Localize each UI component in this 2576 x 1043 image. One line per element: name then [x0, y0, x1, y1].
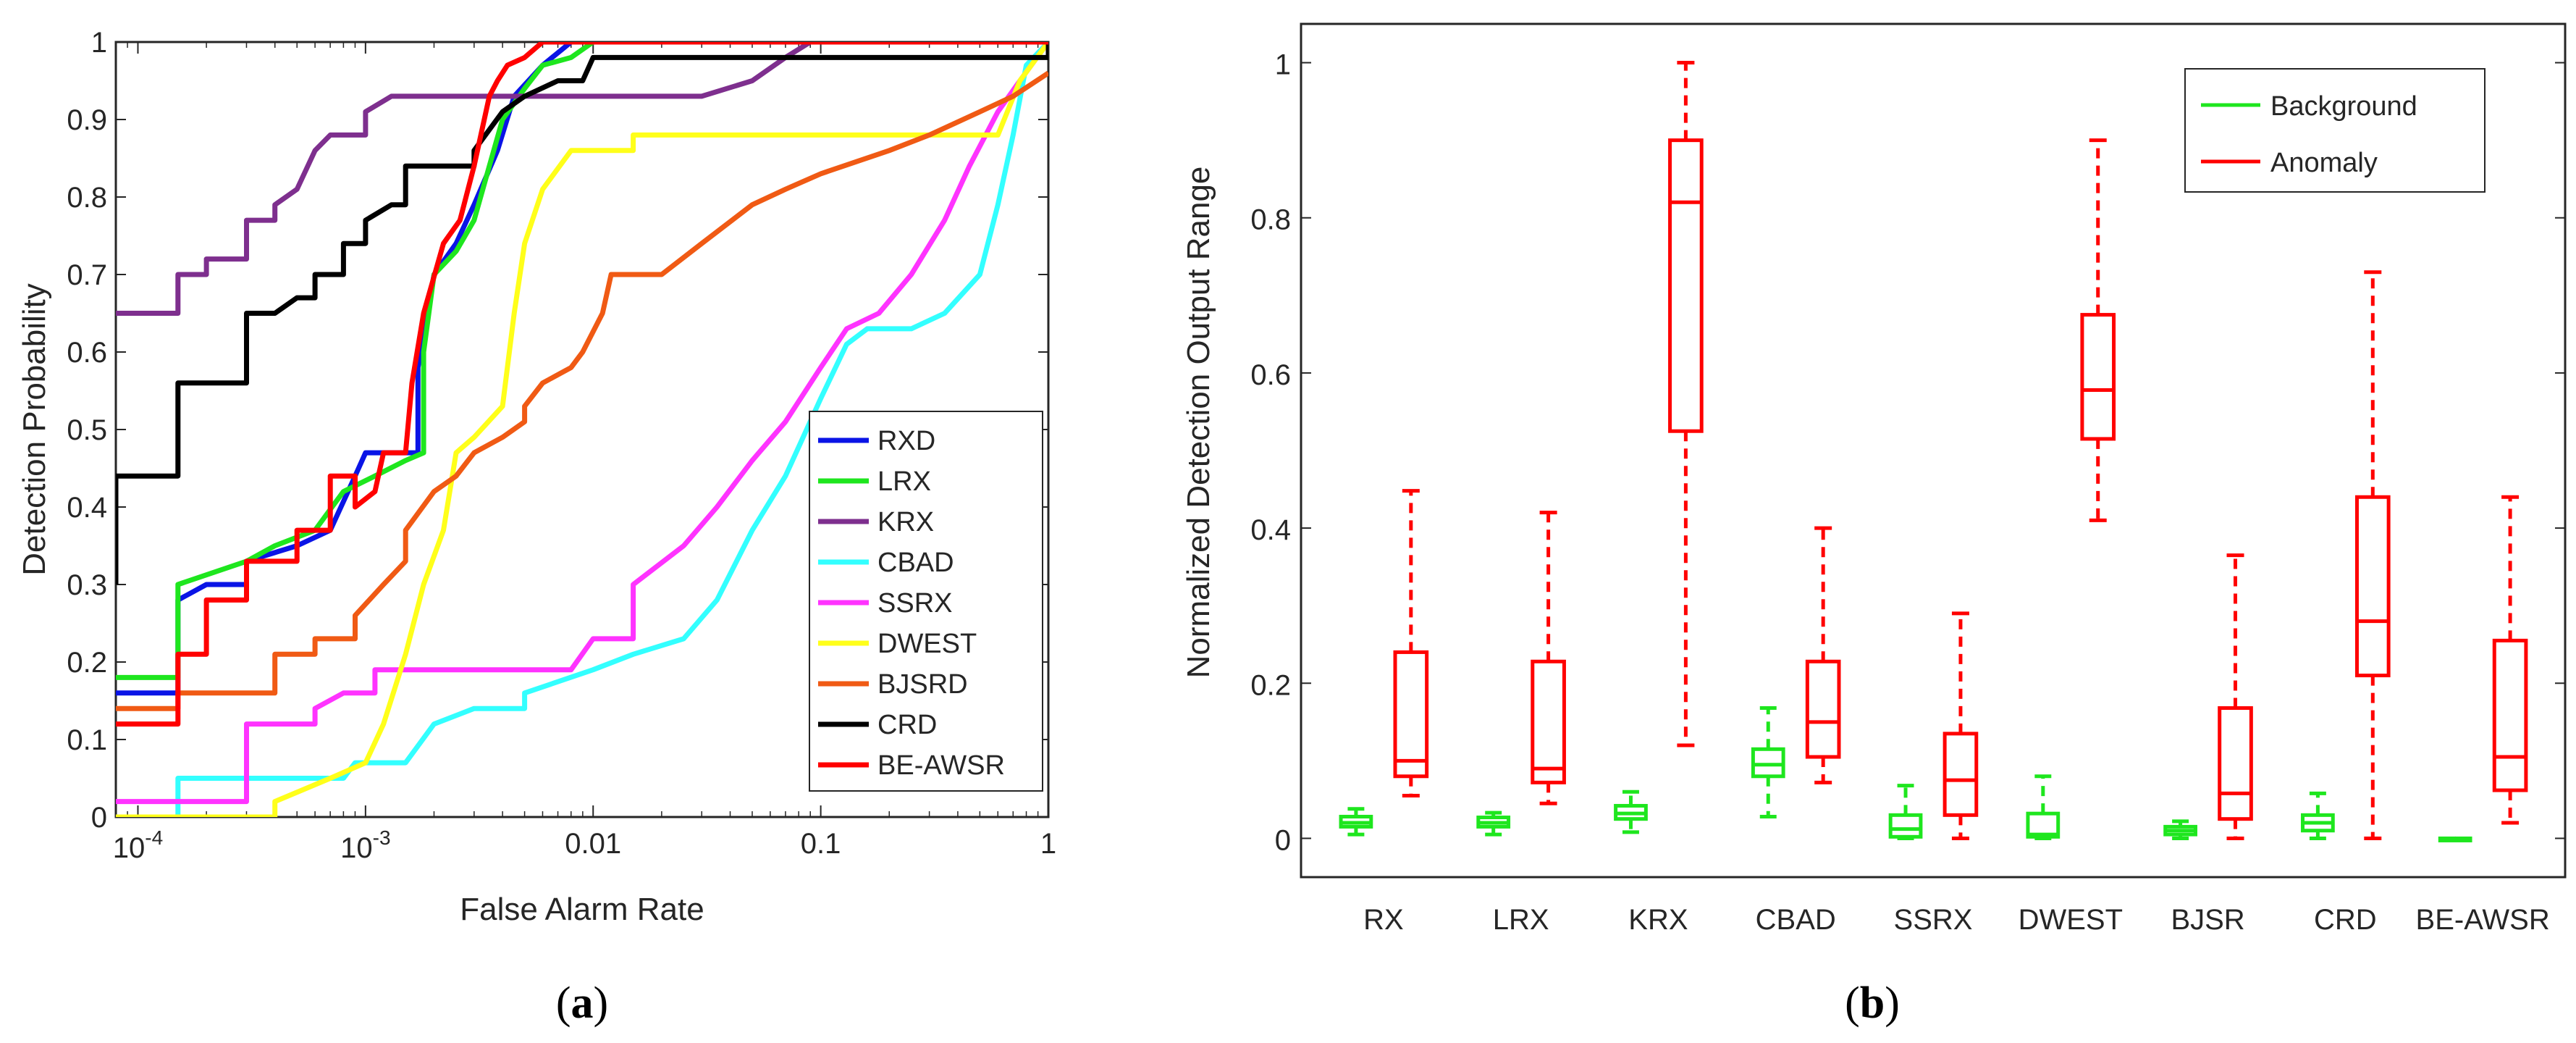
panel-b-ytick-label: 0 — [1275, 824, 1291, 856]
panel-a-chart: 0 0.1 0.2 0.3 0.4 0.5 0.6 0.7 0.8 0.9 1 10-4 10-3 0.0… — [17, 27, 1056, 1028]
panel-a-ytick-label: 0.8 — [67, 182, 107, 214]
roc-line-ssrx — [116, 42, 1048, 805]
box-iqr — [1751, 747, 1785, 779]
panel-a-ticks: 0 0.1 0.2 0.3 0.4 0.5 0.6 0.7 0.8 0.9 1 10-4 10-3 0.0… — [67, 27, 1056, 864]
panel-b-category-label: CRD — [2314, 904, 2377, 936]
box-anomaly-cbad — [1805, 526, 1841, 784]
box-iqr — [1393, 650, 1429, 779]
box-anomaly-crd — [2354, 270, 2391, 840]
box-iqr — [1805, 659, 1841, 759]
panel-b-ticks: 0 0.2 0.4 0.6 0.8 1 — [1250, 49, 2565, 856]
panel-b-ytick-label: 1 — [1275, 49, 1291, 81]
legend-label-cbad: CBAD — [877, 548, 954, 578]
box-anomaly-lrx — [1531, 511, 1566, 805]
panel-a-ytick-label: 0 — [91, 802, 107, 834]
panel-a-xtick-label: 0.01 — [565, 828, 621, 860]
panel-b-category-label: SSRX — [1894, 904, 1973, 936]
legend-label-be-awsr: BE-AWSR — [877, 750, 1005, 781]
box-iqr — [2026, 811, 2061, 839]
panel-b-label: (b) — [1845, 979, 1900, 1028]
panel-b-boxes: RX LRX KRX CBAD SSRX DWEST BJSR CRD BE-AWSR — [1339, 61, 2550, 936]
panel-a-ytick-label: 0.4 — [67, 492, 107, 524]
box-anomaly-be-awsr — [2492, 495, 2528, 825]
panel-a-ytick-label: 0.5 — [67, 414, 107, 446]
legend-label-ssrx: SSRX — [877, 588, 952, 619]
box-background-be-awsr — [2438, 836, 2472, 842]
panel-a-xtick-label: 0.1 — [801, 828, 841, 860]
box-anomaly-bjsr — [2218, 553, 2253, 840]
box-background-krx — [1614, 789, 1648, 834]
legend-label-dwest: DWEST — [877, 629, 977, 659]
panel-b-legend-box — [2184, 68, 2485, 193]
panel-b-category-label: RX — [1363, 904, 1404, 936]
box-background-bjsr — [2163, 819, 2197, 840]
box-iqr — [2354, 495, 2391, 678]
panel-a-lines — [116, 42, 1048, 817]
legend-label-krx: KRX — [877, 507, 934, 537]
box-iqr — [1942, 732, 1979, 817]
panel-b-ytick-label: 0.6 — [1250, 359, 1291, 391]
panel-a-xtick-label: 10-4 — [113, 826, 163, 864]
box-iqr — [1888, 813, 1923, 839]
panel-b-category-label: BE-AWSR — [2416, 904, 2550, 936]
panel-a-xlabel: False Alarm Rate — [460, 892, 704, 927]
panel-a-ytick-label: 0.9 — [67, 104, 107, 136]
panel-a-ytick-label: 1 — [91, 27, 107, 59]
panel-b-chart: 0 0.2 0.4 0.6 0.8 1 RX LRX KRX CBAD SSRX DWEST BJSR… — [1181, 22, 2567, 1028]
legend-label-lrx: LRX — [877, 466, 931, 497]
box-background-dwest — [2026, 774, 2061, 840]
box-iqr — [1668, 138, 1704, 433]
roc-line-krx — [116, 42, 1048, 316]
panel-a-xtick-label: 1 — [1040, 828, 1056, 860]
panel-b-category-label: DWEST — [2019, 904, 2123, 936]
legend-label-bjsrd: BJSRD — [877, 669, 968, 700]
roc-line-lrx — [116, 42, 1048, 680]
panel-b-ylabel: Normalized Detection Output Range — [1181, 167, 1216, 679]
legend-label-crd: CRD — [877, 710, 937, 740]
roc-line-crd — [116, 42, 1048, 585]
box-iqr — [2492, 638, 2528, 792]
legend-label-background: Background — [2270, 91, 2417, 122]
panel-a-letter: a — [571, 979, 594, 1028]
panel-b-ytick-label: 0.4 — [1250, 514, 1291, 546]
box-iqr — [2080, 313, 2116, 441]
box-iqr — [2218, 706, 2253, 821]
panel-b-letter: b — [1860, 979, 1885, 1028]
panel-a-xtick-label: 10-3 — [340, 826, 390, 864]
panel-a-ylabel: Detection Probability — [17, 283, 52, 576]
roc-line-be-awsr — [116, 42, 1048, 727]
panel-a-ytick-label: 0.1 — [67, 724, 107, 756]
panel-a-legend: RXD LRX KRX CBAD SSRX DWEST BJSRD CRD BE-AWSR — [809, 411, 1043, 792]
panel-a-ytick-label: 0.6 — [67, 337, 107, 369]
panel-a-ytick-label: 0.3 — [67, 569, 107, 601]
box-anomaly-rx — [1393, 489, 1429, 798]
box-background-ssrx — [1888, 784, 1923, 840]
panel-b-ytick-label: 0.8 — [1250, 204, 1291, 236]
panel-b-category-label: LRX — [1493, 904, 1549, 936]
box-background-rx — [1339, 807, 1373, 837]
box-anomaly-krx — [1668, 61, 1704, 747]
panel-b-category-label: CBAD — [1756, 904, 1836, 936]
box-background-cbad — [1751, 706, 1785, 818]
box-anomaly-ssrx — [1942, 611, 1979, 840]
panel-a-label: (a) — [556, 979, 608, 1028]
box-background-crd — [2301, 791, 2335, 840]
panel-b-category-label: BJSR — [2171, 904, 2244, 936]
panel-b-legend: Background Anomaly — [2184, 68, 2485, 193]
roc-line-bjsrd — [116, 70, 1048, 711]
panel-b-category-label: KRX — [1628, 904, 1688, 936]
legend-label-rxd: RXD — [877, 426, 935, 456]
legend-label-anomaly: Anomaly — [2270, 148, 2378, 178]
roc-line-dwest — [116, 42, 1048, 817]
panel-b-ytick-label: 0.2 — [1250, 669, 1291, 701]
panel-a-ytick-label: 0.7 — [67, 259, 107, 291]
box-anomaly-dwest — [2080, 138, 2116, 522]
box-background-lrx — [1476, 810, 1511, 837]
box-iqr — [1531, 659, 1566, 784]
panel-a-ytick-label: 0.2 — [67, 647, 107, 679]
